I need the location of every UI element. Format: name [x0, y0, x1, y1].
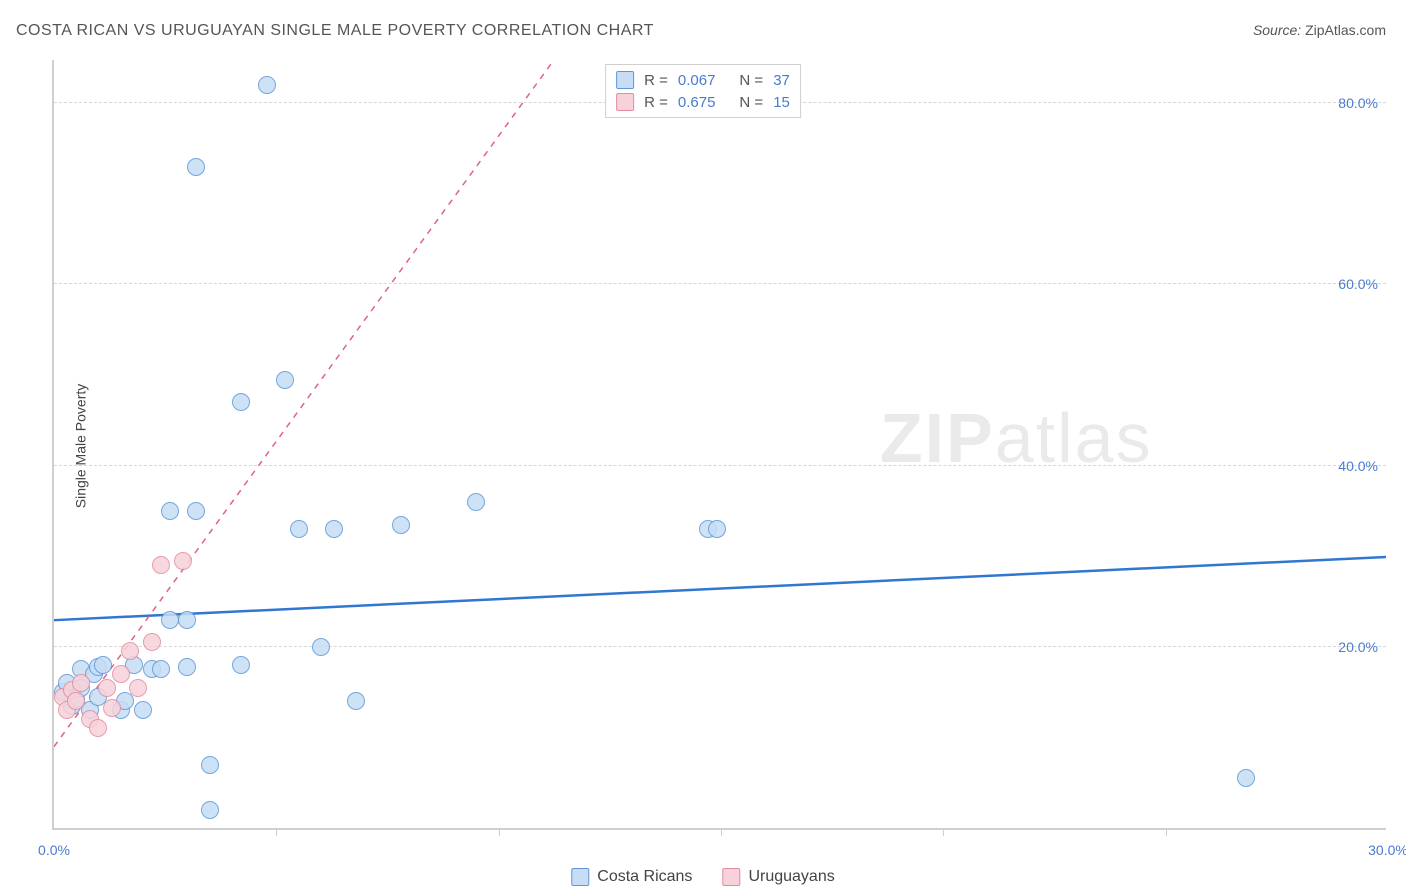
data-point: [89, 719, 107, 737]
legend-label: Costa Ricans: [597, 868, 692, 886]
x-tick: [943, 828, 944, 836]
chart-title: COSTA RICAN VS URUGUAYAN SINGLE MALE POV…: [16, 22, 654, 40]
data-point: [201, 756, 219, 774]
data-point: [232, 656, 250, 674]
data-point: [67, 692, 85, 710]
x-tick: [1166, 828, 1167, 836]
data-point: [392, 516, 410, 534]
data-point: [174, 552, 192, 570]
series-legend: Costa Ricans Uruguayans: [571, 868, 834, 886]
scatter-plot: ZIPatlas 20.0%40.0%60.0%80.0%0.0%30.0%: [52, 60, 1386, 830]
legend-swatch: [722, 868, 740, 886]
data-point: [134, 701, 152, 719]
y-tick-label: 40.0%: [1322, 458, 1378, 474]
data-point: [276, 371, 294, 389]
data-point: [94, 656, 112, 674]
stat-r-value: 0.067: [678, 72, 716, 89]
data-point: [143, 633, 161, 651]
gridline: [54, 283, 1386, 284]
data-point: [1237, 769, 1255, 787]
stat-n-label: N =: [739, 94, 763, 111]
data-point: [201, 801, 219, 819]
stat-n-value: 37: [773, 72, 790, 89]
data-point: [178, 658, 196, 676]
data-point: [112, 665, 130, 683]
y-tick-label: 60.0%: [1322, 276, 1378, 292]
stats-legend-row: R = 0.675 N = 15: [616, 91, 790, 113]
legend-item: Costa Ricans: [571, 868, 692, 886]
data-point: [187, 502, 205, 520]
data-point: [152, 556, 170, 574]
stats-legend-row: R = 0.067 N = 37: [616, 69, 790, 91]
y-tick-label: 80.0%: [1322, 95, 1378, 111]
data-point: [72, 674, 90, 692]
stats-legend: R = 0.067 N = 37 R = 0.675 N = 15: [605, 64, 801, 118]
x-tick: [499, 828, 500, 836]
data-point: [347, 692, 365, 710]
data-point: [121, 642, 139, 660]
source-value: ZipAtlas.com: [1305, 22, 1386, 38]
x-tick: [276, 828, 277, 836]
gridline: [54, 646, 1386, 647]
data-point: [161, 502, 179, 520]
gridline: [54, 465, 1386, 466]
x-tick: [721, 828, 722, 836]
data-point: [325, 520, 343, 538]
trend-line: [54, 557, 1386, 620]
data-point: [129, 679, 147, 697]
legend-swatch: [571, 868, 589, 886]
legend-label: Uruguayans: [748, 868, 834, 886]
y-tick-label: 20.0%: [1322, 639, 1378, 655]
trend-lines: [54, 60, 1386, 828]
data-point: [98, 679, 116, 697]
x-tick-label: 0.0%: [38, 842, 70, 858]
stat-n-value: 15: [773, 94, 790, 111]
stat-r-value: 0.675: [678, 94, 716, 111]
data-point: [708, 520, 726, 538]
watermark: ZIPatlas: [880, 398, 1153, 478]
data-point: [178, 611, 196, 629]
data-point: [232, 393, 250, 411]
data-point: [258, 76, 276, 94]
source-label: Source:: [1253, 22, 1301, 38]
data-point: [152, 660, 170, 678]
data-point: [312, 638, 330, 656]
x-tick-label: 30.0%: [1368, 842, 1406, 858]
source-credit: Source: ZipAtlas.com: [1253, 22, 1386, 38]
data-point: [187, 158, 205, 176]
stat-r-label: R =: [644, 94, 668, 111]
legend-item: Uruguayans: [722, 868, 834, 886]
data-point: [161, 611, 179, 629]
legend-swatch: [616, 93, 634, 111]
stat-r-label: R =: [644, 72, 668, 89]
data-point: [467, 493, 485, 511]
data-point: [290, 520, 308, 538]
legend-swatch: [616, 71, 634, 89]
stat-n-label: N =: [739, 72, 763, 89]
data-point: [103, 699, 121, 717]
